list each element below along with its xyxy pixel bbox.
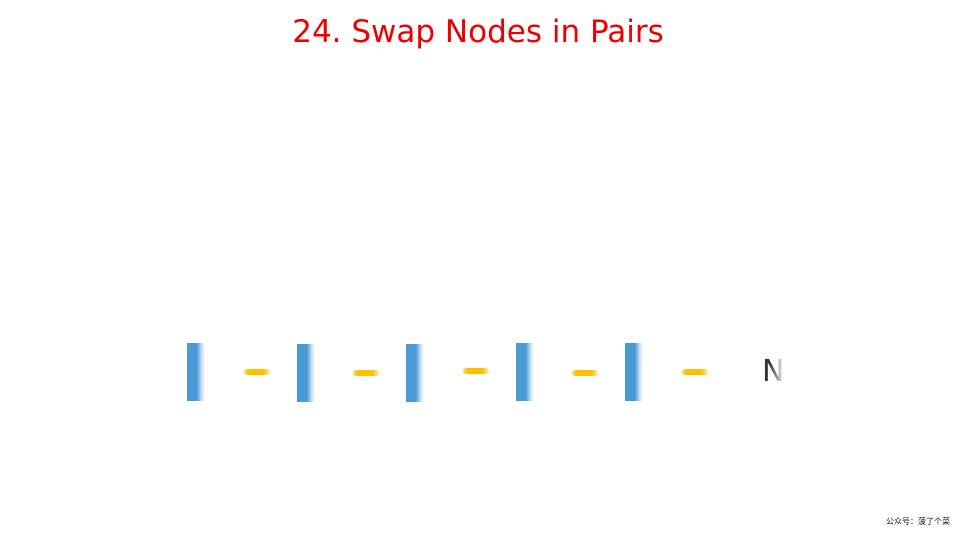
list-node-3 xyxy=(406,344,424,402)
next-arrow-3 xyxy=(463,368,489,374)
next-arrow-1 xyxy=(244,369,270,375)
list-node-2-label xyxy=(297,344,298,345)
next-arrow-2 xyxy=(353,370,379,376)
watermark-text: 公众号：菠了个菜 xyxy=(886,517,950,526)
list-node-5-label xyxy=(625,343,626,344)
null-terminal-label: N xyxy=(762,355,782,389)
list-node-2 xyxy=(297,344,315,402)
list-node-4 xyxy=(516,343,534,401)
list-node-1 xyxy=(187,343,205,401)
next-arrow-4 xyxy=(572,370,598,376)
page-title: 24. Swap Nodes in Pairs xyxy=(292,14,664,50)
list-node-5 xyxy=(625,343,643,401)
list-node-1-label xyxy=(187,343,188,344)
next-arrow-5 xyxy=(682,369,708,375)
list-node-4-label xyxy=(516,343,517,344)
list-node-3-label xyxy=(406,344,407,345)
